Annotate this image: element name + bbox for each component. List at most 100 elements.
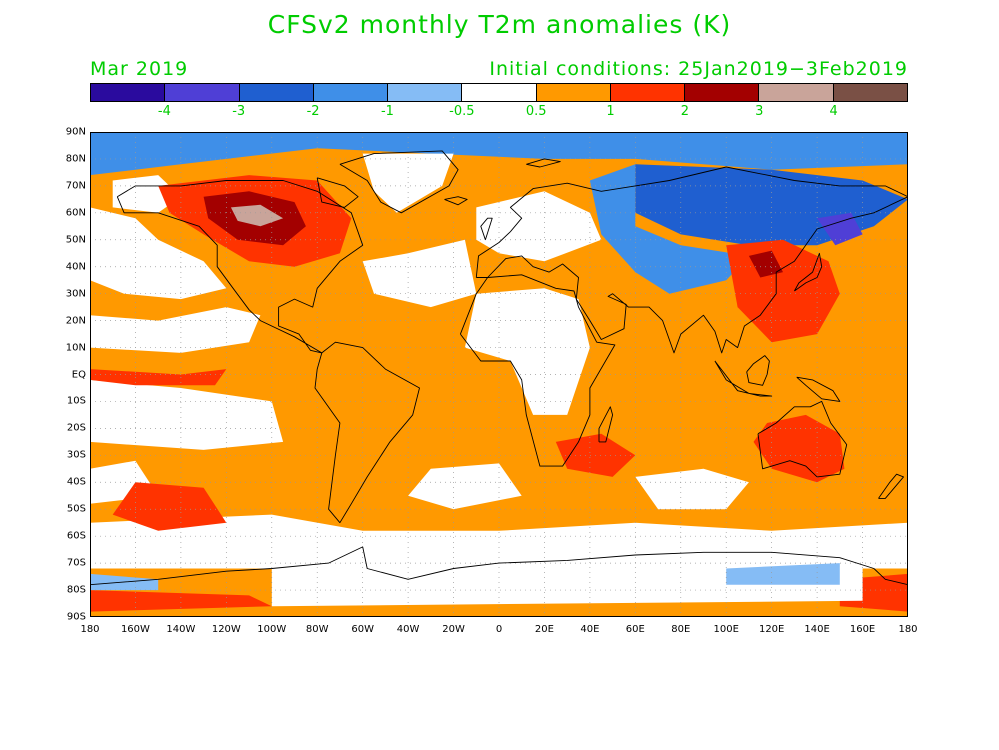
australia-coast [757, 400, 848, 478]
colorbar [90, 83, 908, 102]
latitude-label: 40N [65, 261, 86, 273]
north-atlantic-neutral [362, 239, 477, 308]
latitude-label: 30N [65, 288, 86, 300]
new-guinea-coast [796, 376, 841, 402]
map-frame [90, 132, 908, 617]
longitude-label: 20E [534, 624, 554, 635]
latitude-label: 80N [65, 153, 86, 165]
antarctica-coast [90, 546, 908, 586]
east-antarctic-cold [726, 563, 840, 585]
latitude-label: 40S [66, 476, 86, 488]
longitude-label: 60W [351, 624, 374, 635]
colorbar-label: -3 [232, 104, 246, 119]
latitude-label: 60S [66, 530, 86, 542]
south-pacific-warm [112, 482, 227, 531]
latitude-label: 20N [65, 315, 86, 327]
latitude-label: 80S [66, 584, 86, 596]
indonesia-coast [714, 360, 773, 397]
latitude-label: 30S [66, 449, 86, 461]
borneo-coast [746, 355, 770, 386]
south-america-coast [314, 341, 420, 524]
colorbar-label: -1 [380, 104, 394, 119]
colorbar-label: 0.5 [525, 104, 547, 119]
colorbar-label: 1 [606, 104, 615, 119]
longitude-label: 180 [898, 624, 918, 635]
kamchatka-strong-cold [817, 212, 863, 246]
colorbar-swatch [239, 84, 314, 101]
longitude-label: 80W [305, 624, 329, 635]
chart-title: CFSv2 monthly T2m anomalies (K) [267, 10, 732, 39]
africa-neutral [464, 288, 590, 415]
longitude-label: 120W [211, 624, 241, 635]
latitude-label: 50S [66, 503, 86, 515]
longitude-label: 100E [713, 624, 739, 635]
europe-neutral [476, 191, 602, 262]
east-asia-hot [748, 250, 783, 278]
colorbar-swatch [610, 84, 686, 101]
latitude-label: 10S [66, 395, 86, 407]
colorbar-swatch [462, 84, 537, 101]
indian-ocean-neutral [635, 468, 749, 510]
greenland-coast [339, 150, 459, 214]
north-america-very-hot [230, 204, 284, 227]
latitude-label: 90S [66, 611, 86, 623]
longitude-label: 60E [625, 624, 645, 635]
siberia-cold-light [589, 164, 749, 294]
colorbar-label: 3 [755, 104, 764, 119]
antarctic-coast-warm [90, 590, 272, 612]
colorbar-swatch [91, 84, 166, 101]
north-pacific-neutral [90, 207, 227, 300]
longitude-label: 0 [495, 624, 503, 635]
eurasia-coast [475, 166, 908, 354]
africa-coast [459, 274, 616, 467]
australia-warm [753, 414, 845, 483]
colorbar-swatch [833, 84, 907, 101]
latitude-label: 10N [65, 342, 86, 354]
central-pacific-neutral [90, 307, 261, 353]
longitude-label: 160W [120, 624, 150, 635]
latitude-label: 50N [65, 234, 86, 246]
longitude-label: 80E [671, 624, 691, 635]
colorbar-label: 4 [829, 104, 838, 119]
colorbar-swatch [313, 84, 389, 101]
svalbard-coast [526, 158, 561, 168]
longitude-label: 40E [580, 624, 600, 635]
baffin-island-coast [316, 177, 359, 208]
madagascar-coast [598, 406, 614, 443]
colorbar-label: 2 [680, 104, 690, 119]
longitude-label: 140W [166, 624, 196, 635]
latitude-label: 60N [65, 207, 86, 219]
south-atlantic-neutral [408, 463, 522, 510]
colorbar-swatch [685, 84, 760, 101]
arctic-cold [90, 132, 908, 176]
tropical-pacific-warm [90, 369, 227, 386]
alaska-neutral [112, 175, 181, 213]
latitude-label: 70N [65, 180, 86, 192]
longitude-label: 180 [80, 624, 100, 635]
colorbar-swatch [759, 84, 834, 101]
southern-ocean-neutral [90, 514, 908, 569]
north-america-coast [116, 180, 364, 354]
forecast-month-label: Mar 2019 [90, 58, 189, 80]
longitude-label: 120E [758, 624, 785, 635]
south-pacific-neutral [90, 379, 284, 450]
iceland-coast [444, 196, 468, 206]
japan-coast [794, 252, 823, 292]
longitude-label: 160E [849, 624, 876, 635]
coastlines [90, 150, 908, 586]
new-zealand-coast [878, 473, 904, 499]
colorbar-label: -4 [157, 104, 171, 119]
colorbar-swatch [165, 84, 240, 101]
antarctic-interior-neutral [271, 563, 863, 607]
latitude-label: 90N [65, 126, 86, 138]
latitude-label: 20S [66, 422, 86, 434]
british-isles-coast [480, 217, 493, 240]
colorbar-label: -2 [306, 104, 320, 119]
colorbar-swatch [536, 84, 611, 101]
colorbar-swatch [388, 84, 463, 101]
longitude-label: 40W [396, 624, 420, 635]
longitude-label: 100W [257, 624, 287, 635]
latitude-label: EQ [71, 369, 86, 380]
colorbar-label: -0.5 [449, 104, 475, 119]
greenland-neutral [362, 153, 454, 213]
